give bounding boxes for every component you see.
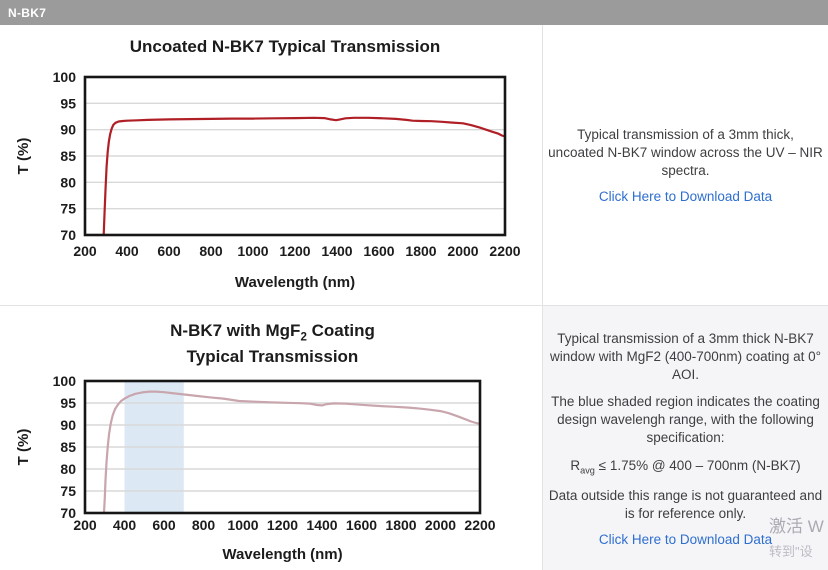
y-tick-label: 85 bbox=[60, 439, 76, 455]
coating-spec: Ravg ≤ 1.75% @ 400 – 700nm (N-BK7) bbox=[570, 457, 801, 476]
x-tick-label: 1600 bbox=[363, 243, 394, 259]
x-tick-label: 1800 bbox=[405, 243, 436, 259]
x-tick-label: 1000 bbox=[237, 243, 268, 259]
x-tick-label: 1800 bbox=[385, 517, 416, 533]
coated-description: Typical transmission of a 3mm thick N-BK… bbox=[549, 331, 822, 382]
x-tick-label: 2200 bbox=[464, 517, 495, 533]
y-tick-label: 75 bbox=[60, 201, 76, 217]
x-tick-label: 200 bbox=[73, 243, 97, 259]
x-tick-label: 2000 bbox=[447, 243, 478, 259]
x-tick-label: 1000 bbox=[227, 517, 258, 533]
y-tick-label: 90 bbox=[60, 417, 76, 433]
outside-range-note: Data outside this range is not guarantee… bbox=[548, 487, 823, 521]
x-axis-label: Wavelength (nm) bbox=[222, 546, 342, 563]
page-header-bar: N-BK7 bbox=[0, 0, 828, 25]
coated-transmission-chart: 70 75 80 85 90 95 100 200 400 600 800 1000 1200 1400 1… bbox=[15, 374, 496, 563]
coated-description-panel: Typical transmission of a 3mm thick N-BK… bbox=[543, 306, 828, 570]
y-tick-label: 85 bbox=[60, 148, 76, 164]
y-axis-label: T (%) bbox=[15, 138, 32, 175]
download-data-link-uncoated[interactable]: Click Here to Download Data bbox=[598, 188, 773, 204]
uncoated-transmission-chart: 70 75 80 85 90 95 100 200 400 600 800 1000 1200 1400 1… bbox=[15, 69, 521, 291]
coated-chart-title-line2: Typical Transmission bbox=[186, 347, 359, 367]
page-title: N-BK7 bbox=[8, 5, 47, 20]
x-tick-label: 200 bbox=[73, 517, 97, 533]
subscript-avg: avg bbox=[580, 465, 595, 476]
transmission-curve bbox=[102, 390, 482, 515]
y-tick-label: 95 bbox=[60, 395, 76, 411]
x-tick-label: 800 bbox=[199, 243, 223, 259]
uncoated-chart-title: Uncoated N-BK7 Typical Transmission bbox=[129, 37, 441, 56]
coated-chart-title-line1: N-BK7 with MgF2 Coating bbox=[170, 321, 375, 344]
y-tick-label: 95 bbox=[60, 95, 76, 111]
y-axis-label: T (%) bbox=[15, 429, 32, 466]
y-tick-label: 90 bbox=[60, 122, 76, 138]
x-tick-label: 800 bbox=[192, 517, 216, 533]
transmission-curve bbox=[102, 116, 507, 237]
x-tick-label: 2200 bbox=[489, 243, 520, 259]
y-tick-label: 70 bbox=[60, 227, 76, 243]
uncoated-description-panel: Typical transmission of a 3mm thick, unc… bbox=[543, 25, 828, 305]
download-data-link-coated[interactable]: Click Here to Download Data bbox=[598, 532, 773, 548]
coated-chart-title: N-BK7 with MgF2 Coating Typical Transmis… bbox=[75, 321, 470, 367]
y-tick-label: 80 bbox=[60, 174, 76, 190]
x-tick-label: 1600 bbox=[346, 517, 377, 533]
x-tick-label: 1400 bbox=[321, 243, 352, 259]
y-tick-label: 100 bbox=[53, 69, 77, 85]
x-axis-label: Wavelength (nm) bbox=[235, 274, 355, 291]
x-tick-label: 2000 bbox=[425, 517, 456, 533]
x-tick-label: 600 bbox=[157, 243, 181, 259]
uncoated-section: Uncoated N-BK7 Typical Transmission 70 75… bbox=[0, 25, 828, 306]
y-tick-label: 75 bbox=[60, 483, 76, 499]
shaded-region-note: The blue shaded region indicates the coa… bbox=[551, 394, 820, 446]
x-tick-label: 600 bbox=[152, 517, 176, 533]
subscript-2: 2 bbox=[300, 331, 307, 344]
plot-border bbox=[83, 379, 482, 515]
uncoated-description: Typical transmission of a 3mm thick, unc… bbox=[548, 127, 823, 178]
y-tick-label: 80 bbox=[60, 461, 76, 477]
x-tick-label: 1200 bbox=[267, 517, 298, 533]
coated-chart-panel: N-BK7 with MgF2 Coating Typical Transmis… bbox=[0, 306, 543, 570]
coated-section: N-BK7 with MgF2 Coating Typical Transmis… bbox=[0, 306, 828, 570]
x-tick-label: 1400 bbox=[306, 517, 337, 533]
x-tick-label: 1200 bbox=[279, 243, 310, 259]
y-tick-label: 100 bbox=[53, 374, 77, 389]
x-tick-label: 400 bbox=[115, 243, 139, 259]
y-tick-label: 70 bbox=[60, 505, 76, 521]
x-tick-label: 400 bbox=[113, 517, 137, 533]
plot-border bbox=[83, 75, 507, 237]
uncoated-chart-panel: Uncoated N-BK7 Typical Transmission 70 75… bbox=[0, 25, 543, 305]
